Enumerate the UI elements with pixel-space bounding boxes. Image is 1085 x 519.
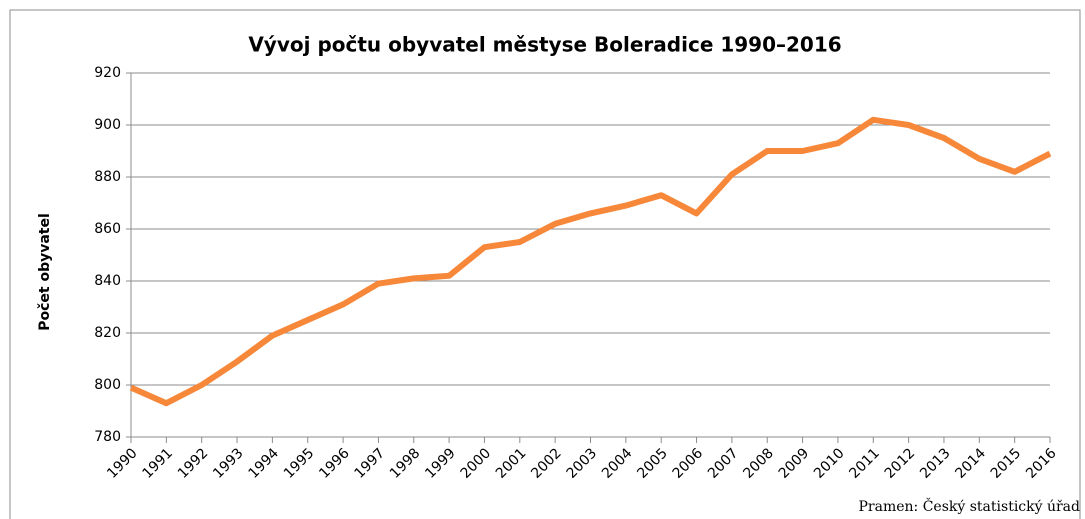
- x-tick-label: 2007: [705, 445, 742, 482]
- y-tick-label: 860: [94, 221, 121, 237]
- x-tick-label: 1999: [422, 445, 459, 482]
- chart-title: Vývoj počtu obyvatel městyse Boleradice …: [248, 33, 841, 57]
- x-tick-label: 2014: [952, 445, 989, 482]
- x-tick-label: 2006: [670, 445, 707, 482]
- x-tick-label: 1991: [139, 445, 176, 482]
- x-tick-label: 2002: [528, 445, 565, 482]
- x-tick-label: 2009: [776, 445, 813, 482]
- x-tick-label: 2000: [458, 445, 495, 482]
- data-line: [129, 116, 1052, 407]
- y-tick-label: 900: [94, 117, 121, 133]
- y-tick-label: 820: [94, 325, 121, 341]
- x-tick-label: 2010: [811, 445, 848, 482]
- x-tick-label: 2001: [493, 445, 530, 482]
- x-tick-label: 2005: [634, 445, 671, 482]
- x-tick-label: 1993: [210, 445, 247, 482]
- x-tick-label: 2012: [882, 445, 919, 482]
- x-tick-label: 2011: [846, 445, 883, 482]
- x-tick-label: 1994: [246, 445, 283, 482]
- source-note: Pramen: Český statistický úřad: [859, 497, 1081, 515]
- x-tick-label: 2004: [599, 445, 636, 482]
- y-tick-label: 880: [94, 169, 121, 185]
- x-tick-label: 1996: [316, 445, 353, 482]
- x-tick-label: 1992: [175, 445, 212, 482]
- x-tick-label: 2008: [740, 445, 777, 482]
- y-axis-label: Počet obyvatel: [37, 213, 53, 331]
- x-tick-label: 1990: [104, 445, 141, 482]
- x-tick-label: 2016: [1023, 445, 1060, 482]
- y-tick-label: 780: [94, 429, 121, 445]
- y-tick-label: 800: [94, 377, 121, 393]
- x-tick-label: 2015: [988, 445, 1025, 482]
- x-tick-label: 1997: [352, 445, 389, 482]
- y-tick-label: 920: [94, 65, 121, 81]
- y-tick-label: 840: [94, 273, 121, 289]
- x-tick-label: 1998: [387, 445, 424, 482]
- x-tick-label: 2013: [917, 445, 954, 482]
- x-tick-label: 2003: [564, 445, 601, 482]
- chart-border: [9, 9, 1081, 519]
- x-tick-label: 1995: [281, 445, 318, 482]
